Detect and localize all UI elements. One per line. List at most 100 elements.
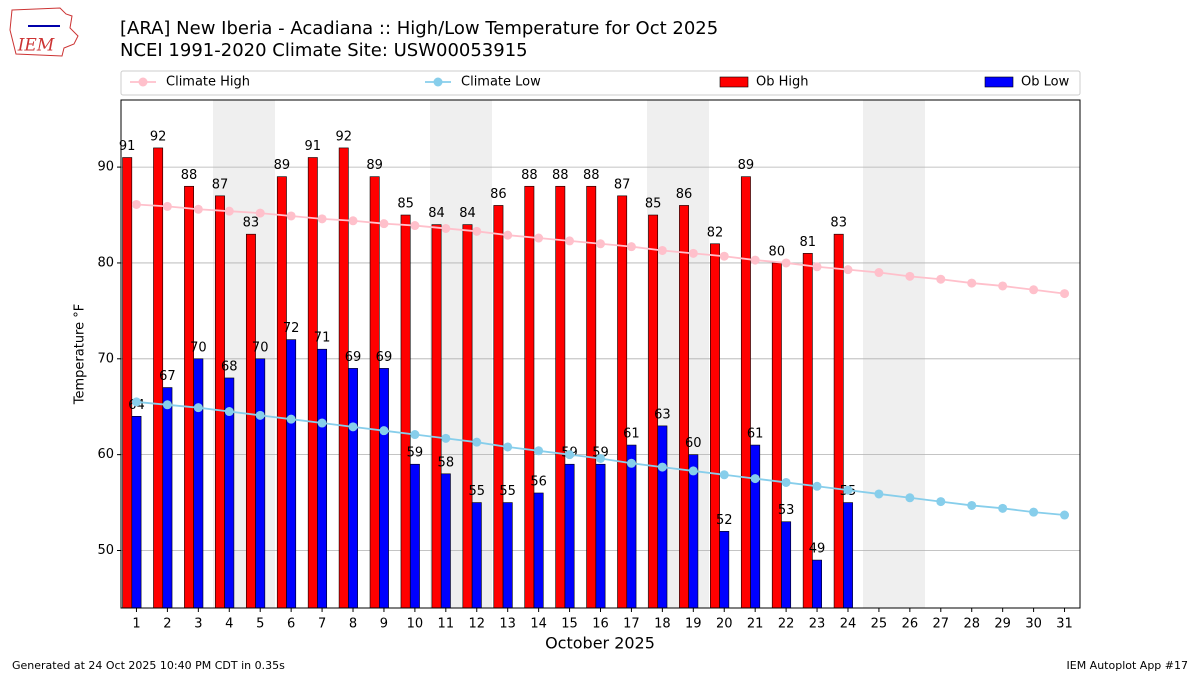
x-tick-label: 27: [933, 617, 950, 632]
bar: [131, 416, 142, 609]
data-label: 85: [645, 197, 662, 212]
y-tick-label: 70: [97, 351, 114, 366]
data-label: 67: [159, 369, 176, 384]
y-tick-label: 60: [97, 447, 114, 462]
x-tick-label: 21: [747, 617, 764, 632]
x-tick-label: 10: [407, 617, 424, 632]
line-marker: [193, 204, 203, 214]
line-marker: [843, 265, 853, 275]
x-tick-label: 28: [963, 617, 980, 632]
x-tick-label: 26: [902, 617, 919, 632]
data-label: 72: [283, 321, 300, 336]
legend-label: Climate High: [166, 75, 250, 90]
data-label: 88: [521, 168, 538, 183]
data-label: 63: [654, 407, 671, 422]
data-label: 92: [150, 129, 167, 144]
line-marker: [224, 407, 234, 417]
x-tick-label: 22: [778, 617, 795, 632]
x-tick-label: 24: [840, 617, 857, 632]
footer-right: IEM Autoplot App #17: [1067, 659, 1189, 672]
x-tick-label: 23: [809, 617, 826, 632]
line-marker: [874, 489, 884, 499]
line: [136, 203, 1065, 295]
line-marker: [534, 233, 544, 243]
bar: [379, 368, 389, 609]
line-marker: [503, 442, 513, 452]
line-marker: [441, 433, 451, 443]
y-tick-label: 50: [97, 543, 114, 558]
x-tick-label: 31: [1056, 617, 1073, 632]
line-marker: [472, 437, 482, 447]
data-label: 71: [314, 331, 331, 346]
bar: [524, 185, 535, 609]
line-marker: [719, 251, 729, 261]
data-label: 52: [716, 513, 733, 528]
line-marker: [905, 271, 915, 281]
bar: [255, 358, 266, 609]
y-axis-label: Temperature °F: [73, 304, 88, 405]
line-marker: [503, 230, 513, 240]
bar: [471, 502, 482, 609]
bar: [122, 157, 133, 609]
line-marker: [441, 223, 451, 233]
data-label: 61: [623, 427, 640, 442]
line-marker: [688, 248, 698, 258]
data-label: 55: [499, 484, 516, 499]
x-tick-label: 3: [194, 617, 202, 632]
line-marker: [379, 219, 389, 229]
x-tick-label: 4: [225, 617, 233, 632]
data-label: 86: [676, 187, 693, 202]
data-label: 56: [530, 474, 547, 489]
bar: [338, 147, 349, 609]
line-marker: [626, 242, 636, 252]
data-label: 88: [181, 168, 198, 183]
bar: [348, 368, 358, 609]
bar: [586, 185, 597, 609]
line-marker: [162, 201, 172, 211]
data-label: 80: [769, 244, 786, 259]
line-marker: [812, 481, 822, 491]
line-marker: [534, 446, 544, 456]
x-tick-label: 18: [654, 617, 671, 632]
line-marker: [162, 400, 172, 410]
x-tick-label: 12: [468, 617, 485, 632]
line-marker: [998, 281, 1008, 291]
data-label: 91: [305, 139, 322, 154]
bar: [843, 502, 853, 609]
data-label: 68: [221, 359, 238, 374]
line-marker: [472, 226, 482, 236]
line-marker: [626, 458, 636, 468]
data-label: 61: [747, 427, 764, 442]
bar: [162, 387, 173, 609]
data-label: 70: [190, 340, 207, 355]
bar: [184, 185, 194, 609]
data-label: 58: [438, 455, 455, 470]
line-marker: [781, 477, 791, 487]
line-marker: [224, 206, 234, 216]
x-tick-label: 16: [592, 617, 609, 632]
bar: [781, 521, 792, 609]
bar: [657, 425, 668, 609]
y-tick-label: 80: [97, 255, 114, 270]
x-tick-label: 5: [256, 617, 264, 632]
footer-left: Generated at 24 Oct 2025 10:40 PM CDT in…: [12, 659, 285, 672]
x-tick-label: 7: [318, 617, 326, 632]
line-marker: [750, 474, 760, 484]
bar: [617, 195, 628, 609]
data-label: 89: [366, 158, 383, 173]
bar: [502, 502, 513, 609]
plot-frame: [120, 99, 1081, 609]
line-marker: [936, 274, 946, 284]
line-marker: [688, 466, 698, 476]
bar: [317, 348, 328, 609]
bar: [533, 492, 544, 609]
data-label: 88: [583, 168, 600, 183]
data-label: 83: [830, 216, 847, 231]
bar: [740, 176, 751, 609]
line-marker: [348, 422, 358, 432]
bar: [409, 463, 420, 609]
legend-label: Ob Low: [1021, 75, 1070, 90]
bar: [193, 358, 204, 609]
legend-swatch: [719, 76, 749, 88]
